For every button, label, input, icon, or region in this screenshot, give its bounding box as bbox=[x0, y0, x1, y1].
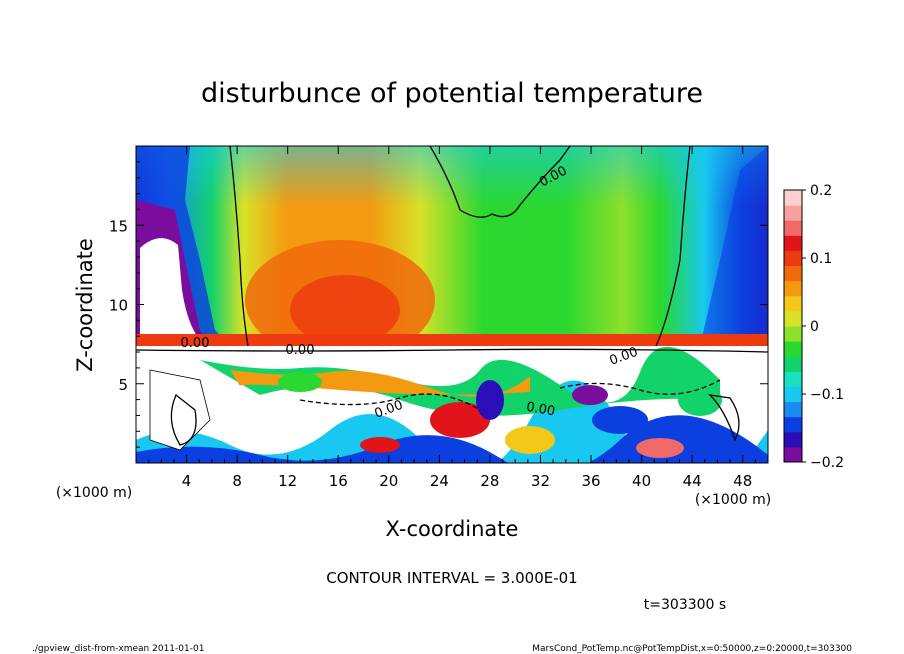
x-tick-label: 28 bbox=[480, 472, 499, 490]
white-patch-left bbox=[140, 238, 205, 346]
time-label: t=303300 s bbox=[644, 597, 726, 613]
contour-label: 0.00 bbox=[181, 336, 210, 351]
footer-right: MarsCond_PotTemp.nc@PotTempDist,x=0:5000… bbox=[532, 644, 852, 654]
colorbar-tick-label: 0.1 bbox=[810, 251, 832, 267]
colorbar-ticks: 0.2 0.1 0 −0.1 −0.2 bbox=[802, 183, 844, 471]
colorbar-segment bbox=[784, 265, 802, 282]
x-tick-label: 36 bbox=[581, 472, 600, 490]
chart-title: disturbunce of potential temperature bbox=[201, 78, 703, 109]
contour-interval: CONTOUR INTERVAL = 3.000E-01 bbox=[326, 569, 577, 587]
colorbar-segment bbox=[784, 220, 802, 236]
y-tick-label: 15 bbox=[109, 217, 128, 235]
contour-label: 0.00 bbox=[525, 400, 556, 420]
footer-left: ./gpview_dist-from-xmean 2011-01-01 bbox=[32, 644, 204, 654]
lower-layer bbox=[136, 346, 768, 463]
colorbar-tick-label: 0.2 bbox=[810, 183, 832, 199]
y-tick-label: 10 bbox=[109, 297, 128, 315]
y-tick-label: 5 bbox=[118, 376, 128, 394]
colorbar-segment bbox=[784, 341, 802, 357]
colorbar-segment bbox=[784, 235, 802, 251]
contour-label: 0.00 bbox=[286, 343, 315, 358]
x-tick-label: 32 bbox=[531, 472, 550, 490]
contour-label-layer: 0.000.000.00 0.000.000.00 bbox=[181, 163, 640, 421]
boundary-band bbox=[136, 334, 768, 348]
colorbar bbox=[783, 189, 803, 463]
cold-region-right bbox=[700, 146, 768, 346]
x-tick-label: 8 bbox=[232, 472, 242, 490]
colorbar-segment bbox=[784, 205, 802, 221]
x-tick-label: 12 bbox=[278, 472, 297, 490]
x-tick-label: 48 bbox=[733, 472, 752, 490]
colorbar-tick-label: −0.1 bbox=[810, 387, 844, 403]
x-axis: 4 8 12 16 20 24 28 32 36 40 44 48 bbox=[148, 146, 756, 490]
x-tick-label: 20 bbox=[379, 472, 398, 490]
x-tick-label: 24 bbox=[430, 472, 449, 490]
x-unit-right: (×1000 m) bbox=[695, 492, 771, 508]
upper-fade bbox=[136, 146, 768, 346]
colorbar-segment bbox=[784, 371, 802, 387]
contour-lines bbox=[136, 146, 768, 446]
colorbar-segment bbox=[784, 190, 802, 206]
colorbar-segment bbox=[784, 431, 802, 448]
colorbar-segment bbox=[784, 446, 802, 463]
colorbar-segment bbox=[784, 386, 802, 403]
x-tick-label: 44 bbox=[683, 472, 702, 490]
x-tick-label: 40 bbox=[632, 472, 651, 490]
colorbar-segment bbox=[784, 416, 802, 433]
colorbar-segment bbox=[784, 356, 802, 372]
x-axis-label: X-coordinate bbox=[386, 517, 519, 541]
colorbar-tick-label: −0.2 bbox=[810, 455, 844, 471]
colorbar-segment bbox=[784, 250, 802, 267]
x-unit-left: (×1000 m) bbox=[56, 485, 132, 501]
colorbar-segment bbox=[784, 310, 802, 327]
colorbar-segment bbox=[784, 401, 802, 418]
y-axis-label: Z-coordinate bbox=[73, 238, 97, 372]
colorbar-segment bbox=[784, 326, 802, 342]
heatmap-field bbox=[136, 146, 768, 463]
colorbar-segment bbox=[784, 280, 802, 297]
y-axis: 5 10 15 bbox=[109, 161, 768, 448]
colorbar-tick-label: 0 bbox=[810, 319, 819, 335]
warm-core-inner bbox=[290, 275, 400, 345]
x-tick-label: 16 bbox=[329, 472, 348, 490]
colorbar-segment bbox=[784, 295, 802, 312]
x-tick-label: 4 bbox=[182, 472, 192, 490]
